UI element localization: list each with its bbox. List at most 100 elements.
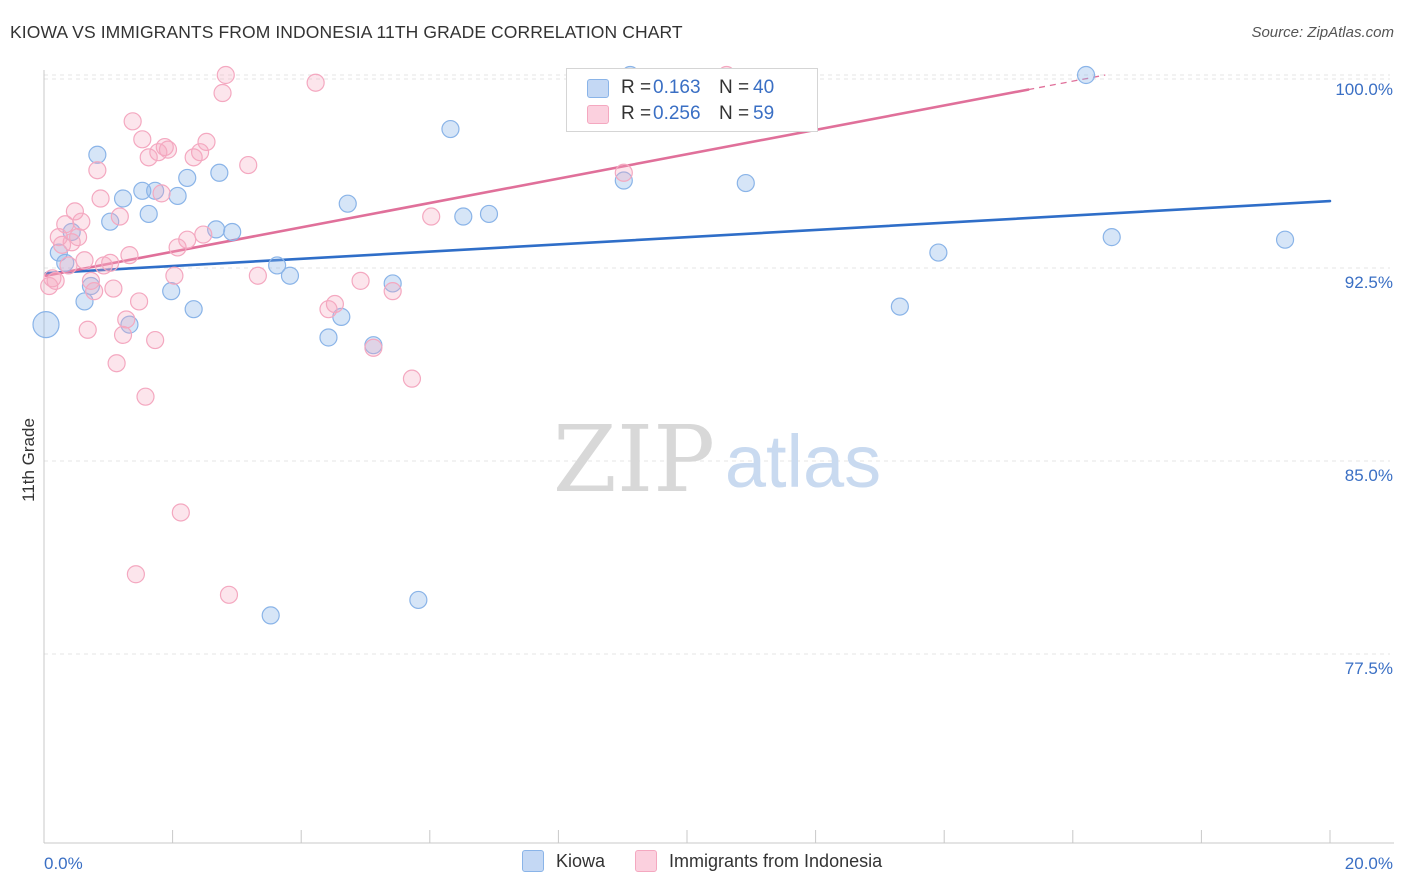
indonesia-point: [46, 271, 65, 290]
indonesia-point: [104, 279, 123, 298]
y-tick-label: 100.0%: [1335, 80, 1393, 99]
series-legend: Kiowa Immigrants from Indonesia: [522, 850, 912, 872]
indonesia-point: [129, 292, 149, 311]
kiowa-point: [441, 119, 460, 139]
kiowa-point: [113, 189, 133, 208]
indonesia-point: [155, 137, 174, 157]
indonesia-point: [614, 163, 633, 182]
kiowa-point: [162, 282, 181, 301]
indonesia-point: [165, 266, 184, 285]
indonesia-point: [72, 212, 91, 231]
indonesia-point: [364, 338, 383, 357]
indonesia-point: [120, 246, 139, 265]
legend-swatch-kiowa: [587, 78, 609, 98]
kiowa-point: [56, 253, 75, 272]
indonesia-point: [351, 271, 370, 290]
kiowa-point: [32, 311, 60, 339]
kiowa-point: [184, 300, 203, 319]
indonesia-point: [78, 320, 97, 339]
kiowa-point: [338, 194, 357, 213]
legend-row-kiowa: R = 0.163 N = 40: [587, 76, 774, 100]
kiowa-point: [614, 171, 633, 190]
kiowa-point: [88, 145, 107, 164]
indonesia-point: [88, 161, 107, 180]
kiowa-point: [280, 266, 300, 285]
watermark: ZIP atlas: [553, 406, 881, 513]
indonesia-point: [126, 565, 145, 584]
legend-n-value-kiowa: 40: [753, 77, 775, 98]
legend-row-indonesia: R = 0.256 N = 59: [587, 102, 774, 126]
kiowa-point: [1076, 65, 1096, 85]
indonesia-point: [123, 112, 142, 131]
kiowa-point: [383, 274, 402, 293]
kiowa-point: [409, 590, 428, 610]
kiowa-point: [223, 222, 242, 242]
kiowa-point: [929, 243, 948, 262]
y-tick-label: 92.5%: [1345, 273, 1393, 292]
indonesia-point: [133, 130, 152, 149]
kiowa-point: [454, 207, 473, 226]
indonesia-point: [65, 202, 84, 221]
kiowa-point: [1102, 228, 1121, 247]
indonesia-point: [171, 503, 190, 522]
kiowa-point: [479, 204, 499, 224]
indonesia-point: [113, 325, 133, 345]
y-tick-label: 85.0%: [1345, 466, 1393, 485]
indonesia-point: [136, 387, 155, 406]
chart-title: KIOWA VS IMMIGRANTS FROM INDONESIA 11TH …: [10, 22, 683, 42]
y-axis-label: 11th Grade: [19, 418, 38, 502]
indonesia-point: [43, 269, 62, 288]
indonesia-point: [178, 230, 197, 249]
indonesia-point: [190, 143, 210, 162]
x-tick-label: 20.0%: [1345, 854, 1393, 873]
kiowa-point: [261, 606, 280, 625]
indonesia-point: [101, 253, 120, 272]
kiowa-trendline: [44, 199, 1332, 275]
indonesia-point: [402, 369, 422, 388]
legend-r-label: R =: [621, 77, 652, 98]
indonesia-point: [194, 225, 213, 244]
legend-item-indonesia: Immigrants from Indonesia: [635, 850, 882, 872]
indonesia-point: [152, 184, 171, 203]
kiowa-point: [139, 204, 158, 224]
indonesia-point: [107, 354, 126, 373]
indonesia-point: [91, 189, 110, 208]
kiowa-point: [736, 173, 755, 193]
x-tick-label: 0.0%: [44, 854, 83, 873]
watermark-atlas: atlas: [725, 420, 881, 503]
indonesia-point: [146, 330, 165, 350]
kiowa-point: [319, 328, 338, 347]
indonesia-trendline: [44, 88, 1030, 278]
indonesia-point: [168, 238, 187, 257]
indonesia-point: [197, 132, 216, 152]
stats-legend: R = 0.163 N = 40 R = 0.256 N = 59: [566, 68, 818, 132]
indonesia-point: [239, 155, 258, 175]
legend-swatch-indonesia: [635, 850, 658, 872]
indonesia-point: [219, 585, 239, 604]
indonesia-point: [81, 271, 101, 290]
indonesia-point: [306, 73, 325, 92]
indonesia-point: [68, 228, 88, 247]
legend-r-value-indonesia: 0.256: [653, 103, 701, 124]
legend-swatch-kiowa: [522, 850, 544, 872]
y-tick-label: 77.5%: [1345, 659, 1393, 678]
indonesia-point: [325, 294, 344, 314]
legend-label-kiowa: Kiowa: [556, 850, 606, 871]
legend-swatch-indonesia: [587, 104, 609, 124]
source-label: Source: ZipAtlas.com: [1251, 24, 1394, 41]
kiowa-point: [890, 297, 909, 316]
indonesia-point: [110, 207, 129, 226]
kiowa-point: [268, 256, 287, 275]
kiowa-point: [101, 212, 120, 231]
legend-n-label: N =: [719, 77, 750, 98]
legend-n-label: N =: [719, 103, 750, 124]
legend-label-indonesia: Immigrants from Indonesia: [669, 850, 883, 871]
indonesia-point: [216, 65, 235, 85]
kiowa-point: [210, 163, 229, 182]
indonesia-trendline-extension: [1028, 74, 1106, 91]
kiowa-point: [81, 276, 101, 296]
kiowa-point: [120, 315, 139, 334]
kiowa-point: [168, 186, 187, 206]
indonesia-point: [59, 256, 78, 275]
